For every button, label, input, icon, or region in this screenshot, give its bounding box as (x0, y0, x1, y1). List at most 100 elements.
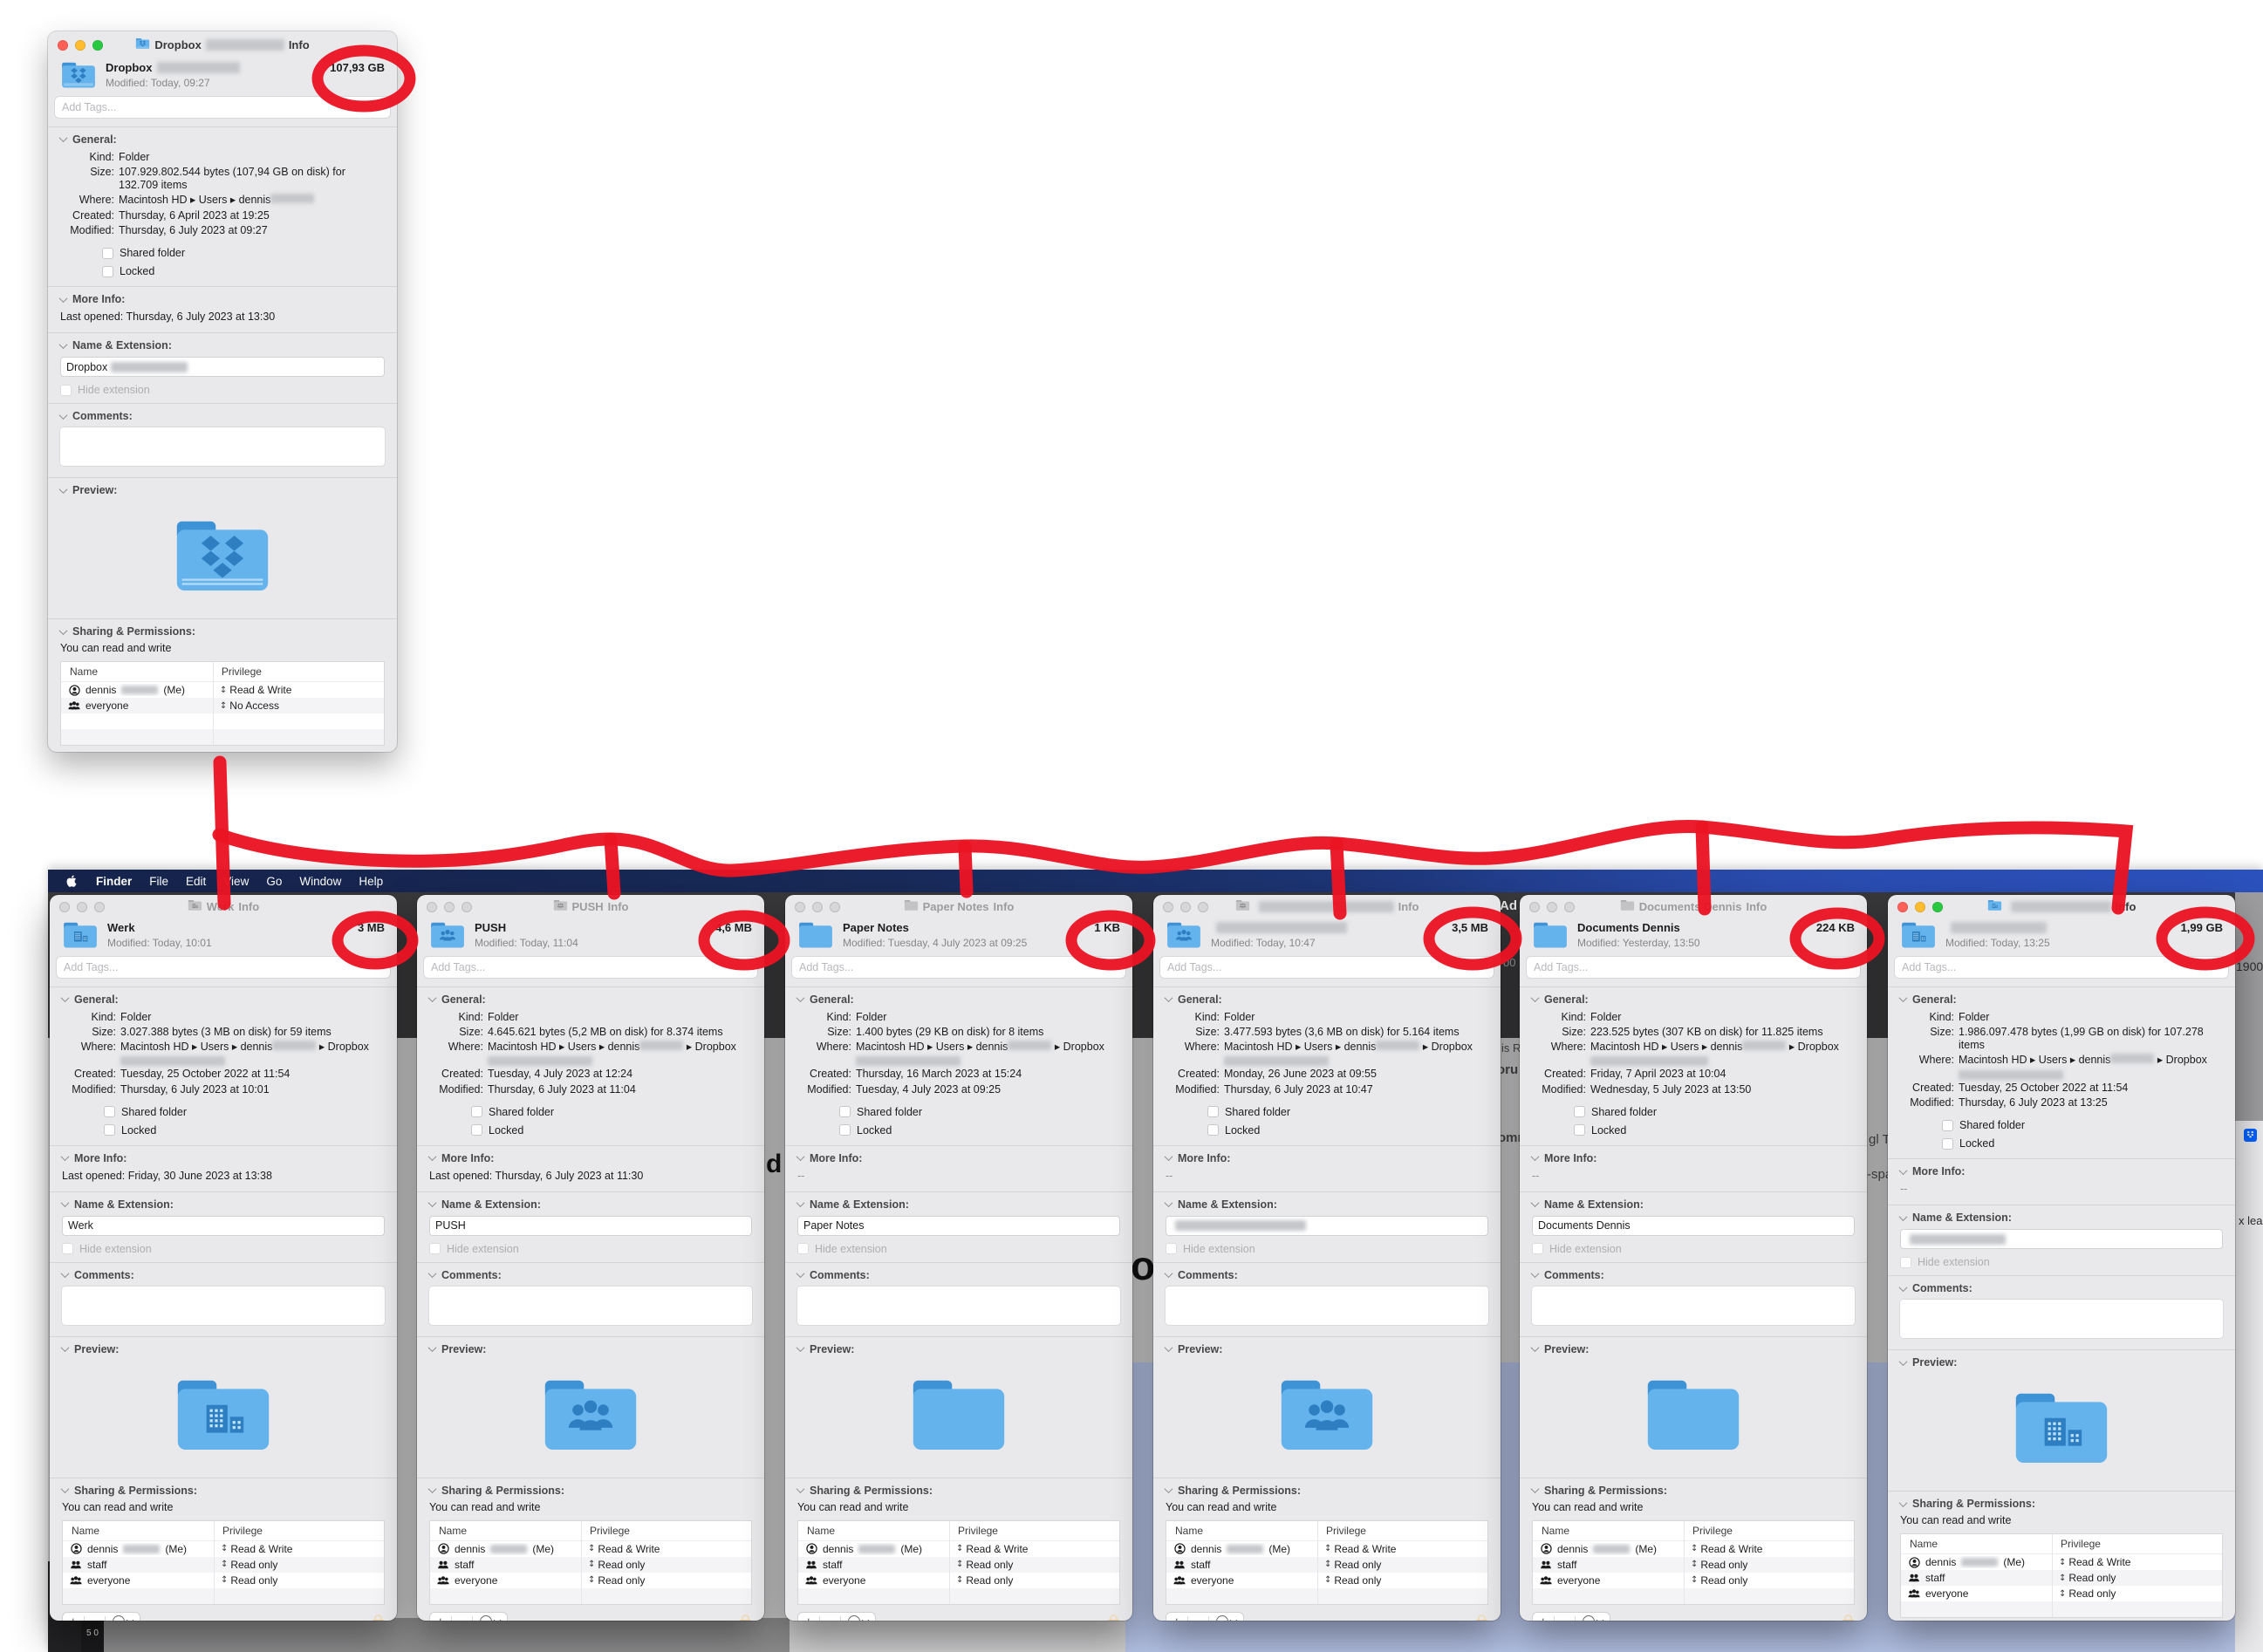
privilege-dropdown[interactable]: ↕ Read only (220, 1573, 278, 1587)
close-button[interactable] (1529, 901, 1540, 912)
permission-row[interactable]: everyone ↕ Read only (798, 1573, 1119, 1588)
section-header[interactable]: General: (58, 133, 385, 146)
privilege-dropdown[interactable]: ↕ Read only (1323, 1558, 1382, 1571)
close-button[interactable] (59, 901, 70, 912)
privilege-dropdown[interactable]: ↕ Read & Write (220, 1542, 293, 1555)
add-tags-field[interactable]: Add Tags... (55, 96, 390, 118)
section-header[interactable]: General: (1898, 993, 2223, 1006)
filename-input[interactable]: Werk (62, 1215, 385, 1236)
section-header[interactable]: Preview: (58, 484, 385, 496)
section-header[interactable]: Name & Extension: (1530, 1198, 1855, 1211)
zoom-button[interactable] (1198, 901, 1208, 912)
zoom-button[interactable] (830, 901, 840, 912)
window-titlebar[interactable]: Werk Info (50, 895, 397, 918)
section-header[interactable]: Sharing & Permissions: (1164, 1485, 1488, 1497)
close-button[interactable] (795, 901, 805, 912)
menu-item-edit[interactable]: Edit (186, 874, 207, 888)
filename-input[interactable] (1166, 1215, 1488, 1236)
add-permission-button[interactable]: + (1540, 1615, 1547, 1621)
lock-icon[interactable] (1475, 1614, 1488, 1621)
section-header[interactable]: General: (796, 993, 1120, 1006)
add-permission-button[interactable]: + (70, 1615, 77, 1621)
minimize-button[interactable] (1180, 901, 1191, 912)
remove-permission-button[interactable]: − (827, 1615, 834, 1621)
comments-field[interactable] (797, 1286, 1120, 1325)
close-button[interactable] (427, 901, 437, 912)
privilege-dropdown[interactable]: ↕ Read only (1690, 1573, 1748, 1587)
privilege-dropdown[interactable]: ↕ Read & Write (955, 1542, 1029, 1555)
section-header[interactable]: Comments: (1164, 1269, 1488, 1281)
section-header[interactable]: Preview: (1530, 1343, 1855, 1355)
section-header[interactable]: Comments: (427, 1269, 752, 1281)
comments-field[interactable] (1900, 1300, 2223, 1339)
hide-extension-checkbox[interactable]: Hide extension (60, 384, 385, 396)
locked-checkbox[interactable]: Locked (471, 1124, 752, 1137)
menu-item-finder[interactable]: Finder (96, 874, 133, 888)
permission-row[interactable]: everyone ↕ Read only (1533, 1573, 1854, 1588)
hide-extension-checkbox[interactable]: Hide extension (797, 1243, 1120, 1255)
section-header[interactable]: Name & Extension: (1898, 1212, 2223, 1224)
section-header[interactable]: Comments: (1530, 1269, 1855, 1281)
shared-folder-checkbox[interactable]: Shared folder (839, 1106, 1120, 1118)
remove-permission-button[interactable]: − (1562, 1615, 1569, 1621)
section-header[interactable]: More Info: (796, 1152, 1120, 1164)
permission-actions-button[interactable]: ⋯ (1216, 1614, 1238, 1621)
window-titlebar[interactable]: Paper Notes Info (785, 895, 1132, 918)
filename-input[interactable]: Documents Dennis (1532, 1215, 1855, 1236)
section-header[interactable]: General: (427, 993, 752, 1006)
lock-icon[interactable] (1107, 1614, 1120, 1621)
section-header[interactable]: Comments: (58, 410, 385, 422)
window-titlebar[interactable]: Documents Dennis Info (1520, 895, 1867, 918)
permission-row[interactable]: dennis (Me) ↕ Read & Write (1533, 1541, 1854, 1557)
section-header[interactable]: General: (60, 993, 385, 1006)
locked-checkbox[interactable]: Locked (1574, 1124, 1855, 1137)
section-header[interactable]: General: (1530, 993, 1855, 1006)
permission-actions-button[interactable]: ⋯ (848, 1614, 870, 1621)
filename-input[interactable] (1900, 1229, 2223, 1250)
shared-folder-checkbox[interactable]: Shared folder (104, 1106, 385, 1118)
hide-extension-checkbox[interactable]: Hide extension (429, 1243, 752, 1255)
section-header[interactable]: More Info: (427, 1152, 752, 1164)
shared-folder-checkbox[interactable]: Shared folder (102, 247, 385, 259)
section-header[interactable]: Name & Extension: (58, 339, 385, 352)
section-header[interactable]: More Info: (1898, 1165, 2223, 1178)
hide-extension-checkbox[interactable]: Hide extension (1166, 1243, 1488, 1255)
privilege-dropdown[interactable]: ↕ Read only (1323, 1573, 1382, 1587)
filename-input[interactable]: Paper Notes (797, 1215, 1120, 1236)
zoom-button[interactable] (1564, 901, 1575, 912)
shared-folder-checkbox[interactable]: Shared folder (471, 1106, 752, 1118)
permission-row[interactable]: dennis (Me) ↕ Read & Write (1166, 1541, 1487, 1557)
menu-item-help[interactable]: Help (359, 874, 384, 888)
add-tags-field[interactable]: Add Tags... (1895, 956, 2228, 978)
filename-input[interactable]: PUSH (429, 1215, 752, 1236)
permission-actions-button[interactable]: ⋯ (1583, 1614, 1604, 1621)
add-tags-field[interactable]: Add Tags... (1527, 956, 1860, 978)
hide-extension-checkbox[interactable]: Hide extension (62, 1243, 385, 1255)
permission-row[interactable]: staff ↕ Read only (798, 1556, 1119, 1573)
lock-icon[interactable] (1842, 1614, 1855, 1621)
section-header[interactable]: Preview: (1164, 1343, 1488, 1355)
remove-permission-button[interactable]: − (459, 1615, 466, 1621)
section-header[interactable]: More Info: (60, 1152, 385, 1164)
remove-permission-button[interactable]: − (92, 1615, 99, 1621)
section-header[interactable]: Sharing & Permissions: (1898, 1498, 2223, 1510)
privilege-dropdown[interactable]: ↕ Read only (2058, 1572, 2116, 1585)
section-header[interactable]: General: (1164, 993, 1488, 1006)
privilege-dropdown[interactable]: ↕ Read only (587, 1573, 646, 1587)
permission-row[interactable]: dennis (Me) ↕ Read & Write (63, 1541, 384, 1557)
section-header[interactable]: Comments: (796, 1269, 1120, 1281)
privilege-dropdown[interactable]: ↕ Read & Write (1323, 1542, 1397, 1555)
section-header[interactable]: Comments: (1898, 1282, 2223, 1294)
section-header[interactable]: Sharing & Permissions: (58, 625, 385, 638)
permission-row[interactable]: staff ↕ Read only (430, 1556, 751, 1573)
shared-folder-checkbox[interactable]: Shared folder (1574, 1106, 1855, 1118)
locked-checkbox[interactable]: Locked (1207, 1124, 1488, 1137)
section-header[interactable]: Preview: (427, 1343, 752, 1355)
filename-input[interactable]: Dropbox (60, 357, 385, 378)
minimize-button[interactable] (444, 901, 455, 912)
section-header[interactable]: More Info: (58, 293, 385, 305)
section-header[interactable]: Comments: (60, 1269, 385, 1281)
add-permission-button[interactable]: + (805, 1615, 812, 1621)
section-header[interactable]: Sharing & Permissions: (427, 1485, 752, 1497)
permission-row[interactable]: staff ↕ Read only (1166, 1556, 1487, 1573)
